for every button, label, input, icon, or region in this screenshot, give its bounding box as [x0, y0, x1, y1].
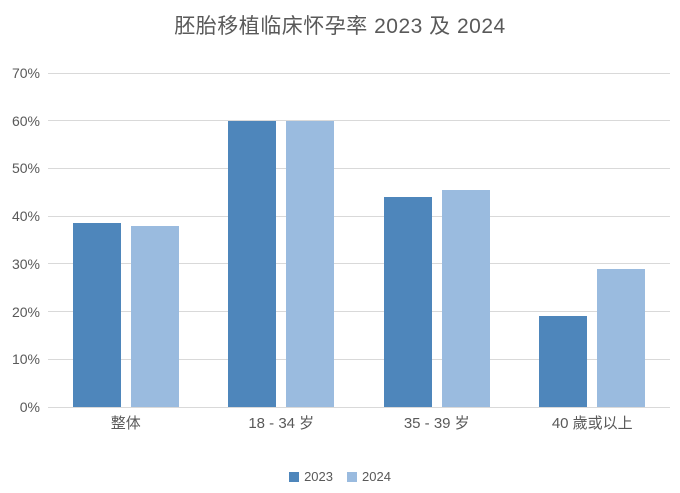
- legend-swatch-icon: [289, 471, 300, 482]
- y-axis-tick-label: 40%: [11, 208, 40, 225]
- gridline: [48, 215, 670, 217]
- bar-2023-1: [72, 223, 121, 407]
- legend: 2023 2024: [0, 469, 680, 484]
- bar-2023-2: [228, 120, 277, 407]
- gridline: [48, 263, 670, 265]
- gridline: [48, 72, 670, 74]
- x-axis-line: [48, 406, 670, 408]
- legend-swatch-icon: [347, 471, 357, 482]
- bar-2024-4: [597, 268, 646, 407]
- x-axis-category-label: 40 歲或以上: [551, 415, 633, 432]
- legend-label: 2024: [362, 469, 391, 484]
- bar-2023-4: [539, 316, 588, 407]
- gridline: [48, 358, 670, 360]
- bar-2024-3: [441, 189, 490, 407]
- y-axis-tick-label: 0%: [19, 399, 40, 415]
- bar-2024-2: [286, 120, 335, 407]
- y-axis-tick-label: 30%: [11, 255, 40, 272]
- x-axis-category-label: 18 - 34 岁: [248, 415, 315, 432]
- y-axis-tick-label: 70%: [11, 65, 40, 81]
- gridline: [48, 120, 670, 122]
- bar-2024-1: [130, 225, 179, 407]
- bar-2023-3: [383, 197, 432, 407]
- legend-label: 2023: [304, 469, 333, 484]
- y-axis-tick-label: 50%: [11, 160, 40, 177]
- x-axis-category-label: 整体: [110, 415, 141, 432]
- x-axis-category-label: 35 - 39 岁: [403, 415, 470, 432]
- chart-title: 胚胎移植临床怀孕率 2023 及 2024: [174, 15, 506, 38]
- legend-entry-2023: 2023: [289, 469, 333, 484]
- y-axis-tick-label: 60%: [11, 112, 40, 129]
- legend-entry-2024: 2024: [347, 469, 391, 484]
- y-axis-tick-label: 20%: [11, 303, 40, 320]
- gridline: [48, 167, 670, 169]
- gridline: [48, 311, 670, 313]
- y-axis-tick-label: 10%: [11, 351, 40, 368]
